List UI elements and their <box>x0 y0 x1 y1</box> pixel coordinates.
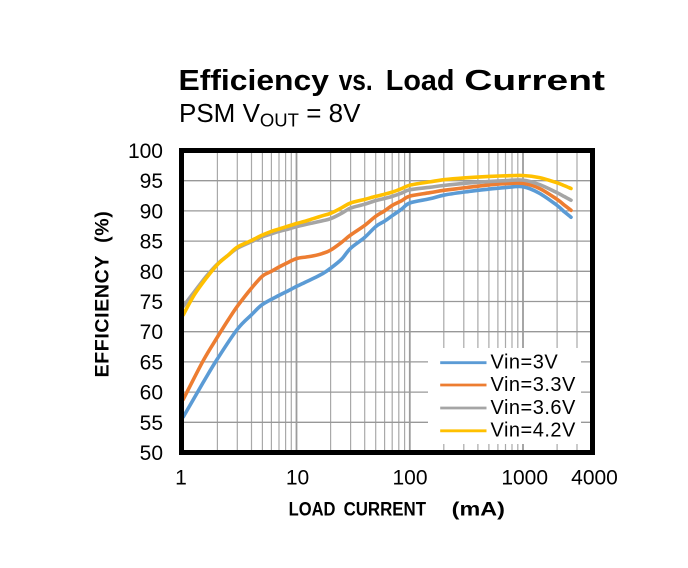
svg-text:Load: Load <box>386 65 455 97</box>
svg-text:4000: 4000 <box>571 467 618 490</box>
svg-text:EFFICIENCY (%): EFFICIENCY (%) <box>92 211 114 378</box>
svg-text:85: 85 <box>140 231 163 254</box>
svg-text:1000: 1000 <box>501 467 548 490</box>
svg-text:65: 65 <box>140 351 163 374</box>
svg-text:CURRENT: CURRENT <box>344 499 426 521</box>
svg-text:60: 60 <box>140 382 163 405</box>
svg-text:100: 100 <box>392 467 427 490</box>
svg-text:100: 100 <box>128 140 163 163</box>
svg-text:70: 70 <box>140 321 163 344</box>
svg-text:(mA): (mA) <box>452 499 505 521</box>
svg-text:90: 90 <box>140 200 163 223</box>
svg-text:Vin=3V: Vin=3V <box>491 352 559 374</box>
svg-text:Efficiency: Efficiency <box>179 65 330 97</box>
svg-text:80: 80 <box>140 261 163 284</box>
svg-text:55: 55 <box>140 412 163 435</box>
svg-text:LOAD: LOAD <box>289 499 336 521</box>
svg-text:Vin=4.2V: Vin=4.2V <box>491 420 577 442</box>
svg-text:Current: Current <box>464 65 605 97</box>
svg-text:vs.: vs. <box>339 65 373 97</box>
svg-text:50: 50 <box>140 442 163 465</box>
svg-text:1: 1 <box>175 467 187 490</box>
svg-text:Vin=3.3V: Vin=3.3V <box>491 374 577 396</box>
svg-text:Vin=3.6V: Vin=3.6V <box>491 397 577 419</box>
svg-text:75: 75 <box>140 291 163 314</box>
svg-text:95: 95 <box>140 170 163 193</box>
svg-text:10: 10 <box>286 467 309 490</box>
